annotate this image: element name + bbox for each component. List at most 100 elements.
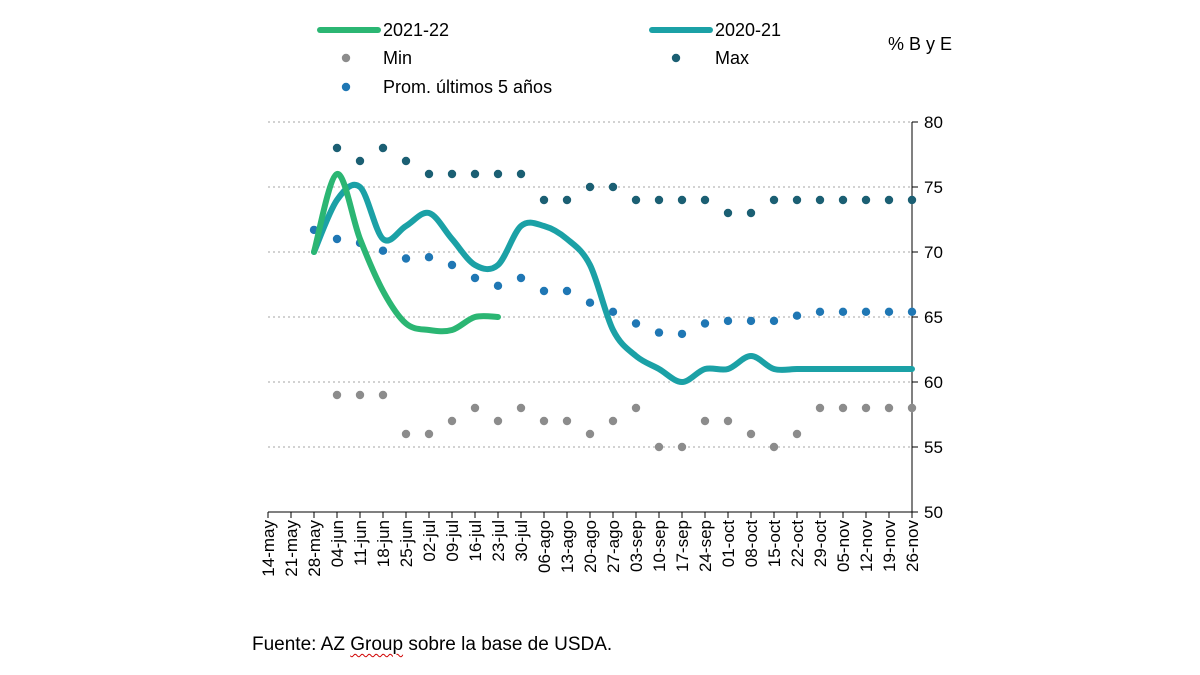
legend-label-2020-21: 2020-21 <box>715 20 781 40</box>
x-tick-label: 09-jul <box>443 520 462 562</box>
x-tick-label: 27-ago <box>604 520 623 573</box>
legend-swatch-min <box>341 53 351 63</box>
legend: 2021-22 2020-21 Min Max Prom. últimos 5 años <box>317 20 781 97</box>
point-prom-ltimos-5-a-os <box>907 307 917 316</box>
x-tick-label: 18-jun <box>374 520 393 567</box>
x-tick-label: 02-jul <box>420 520 439 562</box>
x-tick-label: 01-oct <box>719 520 738 568</box>
legend-label-prom-ltimos-5-a-os: Prom. últimos 5 años <box>383 77 552 97</box>
point-prom-ltimos-5-a-os <box>516 273 526 283</box>
x-tick-label: 13-ago <box>558 520 577 573</box>
point-prom-ltimos-5-a-os <box>700 319 710 328</box>
point-prom-ltimos-5-a-os <box>378 246 388 255</box>
point-min <box>585 429 595 439</box>
source-underlined-word: Group <box>350 634 404 655</box>
point-prom-ltimos-5-a-os <box>424 253 434 262</box>
point-min <box>907 403 917 413</box>
y-tick-label: 80 <box>924 113 943 132</box>
point-prom-ltimos-5-a-os <box>746 316 756 326</box>
point-prom-ltimos-5-a-os <box>677 329 687 339</box>
point-prom-ltimos-5-a-os <box>884 307 894 316</box>
point-min <box>631 403 641 413</box>
point-min <box>884 403 894 413</box>
y-tick-label: 60 <box>924 373 943 392</box>
point-max <box>631 195 641 205</box>
series-line-2021-22 <box>311 170 501 335</box>
point-max <box>493 169 503 179</box>
x-tick-label: 08-oct <box>742 520 761 568</box>
point-max <box>608 182 618 192</box>
point-prom-ltimos-5-a-os <box>585 298 595 307</box>
point-max <box>355 156 365 166</box>
point-prom-ltimos-5-a-os <box>493 281 503 290</box>
x-tick-label: 22-oct <box>788 520 807 568</box>
source-suffix: sobre la base de USDA. <box>403 634 613 655</box>
point-min <box>769 442 779 452</box>
point-prom-ltimos-5-a-os <box>447 260 457 270</box>
point-min <box>723 416 733 426</box>
point-min <box>378 390 388 400</box>
x-tick-label: 04-jun <box>328 520 347 567</box>
point-max <box>470 169 480 179</box>
point-prom-ltimos-5-a-os <box>723 316 733 326</box>
point-max <box>884 195 894 205</box>
point-min <box>355 390 365 400</box>
x-tick-label: 03-sep <box>627 520 646 572</box>
point-max <box>815 195 825 205</box>
series <box>309 143 917 452</box>
point-prom-ltimos-5-a-os <box>861 307 871 316</box>
point-max <box>562 195 572 205</box>
gridlines <box>268 121 912 448</box>
point-max <box>516 169 526 179</box>
point-max <box>401 156 411 166</box>
point-max <box>792 195 802 205</box>
point-prom-ltimos-5-a-os <box>539 286 549 296</box>
point-min <box>746 429 756 439</box>
point-min <box>401 429 411 439</box>
point-prom-ltimos-5-a-os <box>769 316 779 326</box>
point-max <box>769 195 779 205</box>
point-max <box>838 195 848 205</box>
point-min <box>700 416 710 426</box>
point-max <box>861 195 871 205</box>
y-tick-label: 65 <box>924 308 943 327</box>
point-max <box>654 195 664 205</box>
point-prom-ltimos-5-a-os <box>792 311 802 320</box>
y-axis-label: % B y E <box>888 34 952 54</box>
axes: 50 55 60 65 70 75 80 14-may 21-may 28-may 04-jun 11… <box>259 113 943 577</box>
point-max <box>447 169 457 179</box>
point-prom-ltimos-5-a-os <box>332 234 342 244</box>
legend-swatch-prom-ltimos-5-a-os <box>341 82 351 92</box>
point-max <box>677 195 687 205</box>
x-tick-label: 14-may <box>259 520 278 577</box>
point-min <box>516 403 526 413</box>
point-max <box>585 182 595 192</box>
y-tick-label: 55 <box>924 438 943 457</box>
point-prom-ltimos-5-a-os <box>562 286 572 296</box>
point-min <box>677 442 687 452</box>
point-prom-ltimos-5-a-os <box>838 307 848 316</box>
point-min <box>815 403 825 413</box>
point-max <box>746 208 756 218</box>
point-max <box>332 143 342 153</box>
x-tick-label: 19-nov <box>880 520 899 572</box>
point-min <box>562 416 572 426</box>
x-tick-label: 11-jun <box>351 520 370 566</box>
point-prom-ltimos-5-a-os <box>608 307 618 316</box>
point-min <box>792 429 802 439</box>
x-tick-label: 30-jul <box>512 520 531 562</box>
point-max <box>907 195 917 205</box>
point-min <box>654 442 664 452</box>
point-min <box>493 416 503 426</box>
point-min <box>332 390 342 400</box>
legend-label-2021-22: 2021-22 <box>383 20 449 40</box>
point-min <box>470 403 480 413</box>
source-note: Fuente: AZ Group sobre la base de USDA. <box>252 634 612 656</box>
x-tick-label: 25-jun <box>397 520 416 567</box>
x-tick-label: 26-nov <box>903 520 922 572</box>
x-tick-label: 15-oct <box>765 520 784 568</box>
point-prom-ltimos-5-a-os <box>470 273 480 283</box>
source-prefix: Fuente: AZ <box>252 634 351 655</box>
point-prom-ltimos-5-a-os <box>631 319 641 328</box>
